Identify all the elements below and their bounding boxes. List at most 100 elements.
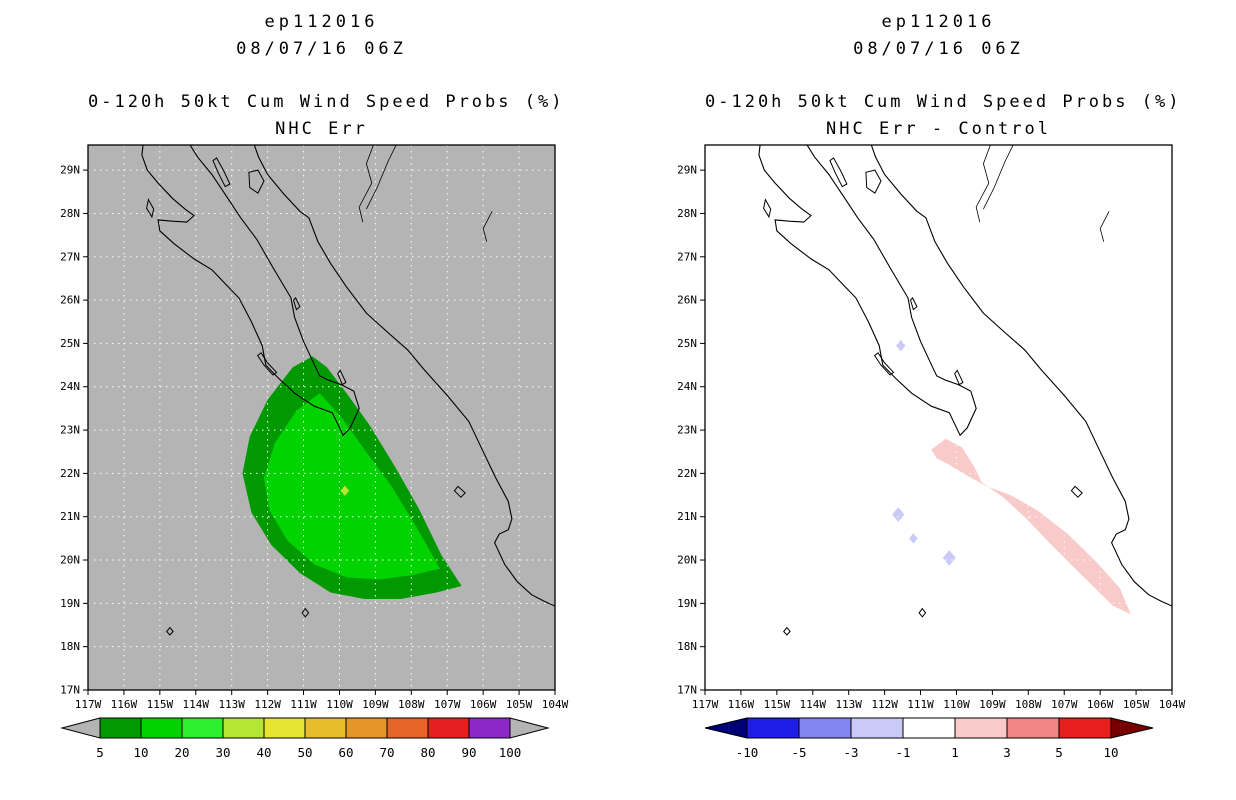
storm-id-title: ep112016	[264, 12, 379, 32]
lon-tick-label: 115W	[764, 698, 791, 711]
lon-tick-label: 112W	[871, 698, 898, 711]
colorbar-label: 20	[174, 745, 189, 760]
lon-tick-label: 115W	[147, 698, 174, 711]
map-frame	[704, 144, 1173, 691]
lat-tick-label: 23N	[60, 424, 80, 437]
island-outline	[873, 352, 895, 376]
lon-tick-label: 114W	[800, 698, 827, 711]
colorbar-cell	[345, 717, 388, 739]
map-frame	[87, 144, 556, 691]
river-line	[358, 145, 374, 223]
coastline	[141, 145, 360, 437]
lat-tick-label: 28N	[677, 207, 697, 220]
island-outline	[763, 198, 772, 219]
product-subtitle: 0-120h 50kt Cum Wind Speed Probs (%)	[88, 92, 565, 112]
lon-tick-label: 104W	[1159, 698, 1186, 711]
river-line	[983, 145, 1014, 210]
colorbar-left-arrow	[60, 717, 101, 739]
contour-region-diff-pos-1-3	[931, 438, 1131, 615]
river-line	[1099, 211, 1110, 242]
lat-tick-label: 19N	[677, 597, 697, 610]
lat-tick-label: 25N	[677, 337, 697, 350]
colorbar-label: 3	[1003, 745, 1011, 760]
colorbar-cell	[1058, 717, 1112, 739]
lon-tick-label: 110W	[326, 698, 353, 711]
island-outline	[248, 169, 265, 194]
lon-tick-label: 109W	[979, 698, 1006, 711]
colorbar-label: 50	[297, 745, 312, 760]
colorbar-label: 90	[461, 745, 476, 760]
colorbar-label: 5	[1055, 745, 1063, 760]
lat-tick-label: 29N	[677, 164, 697, 177]
lat-tick-label: 18N	[60, 640, 80, 653]
lat-tick-label: 22N	[677, 467, 697, 480]
storm-id-title: ep112016	[881, 12, 996, 32]
island-outline	[166, 626, 174, 636]
lon-tick-label: 113W	[835, 698, 862, 711]
lon-tick-label: 111W	[907, 698, 934, 711]
lon-tick-label: 105W	[506, 698, 533, 711]
lat-tick-label: 29N	[60, 164, 80, 177]
lon-tick-label: 104W	[542, 698, 569, 711]
island-outline	[301, 607, 310, 618]
colorbar-label: -3	[843, 745, 858, 760]
lon-tick-label: 111W	[290, 698, 317, 711]
colorbar-cell	[954, 717, 1008, 739]
island-outline	[829, 157, 848, 188]
lat-tick-label: 27N	[677, 250, 697, 263]
colorbar-label: 1	[951, 745, 959, 760]
river-line	[482, 211, 493, 242]
lon-tick-label: 112W	[254, 698, 281, 711]
lon-tick-label: 116W	[111, 698, 138, 711]
colorbar-cell	[304, 717, 347, 739]
probability-colorbar: 5 10 20 30 40 50 60 70 80 90 100	[60, 717, 550, 760]
lat-tick-label: 24N	[677, 380, 697, 393]
island-outline	[865, 169, 882, 194]
init-time-title: 08/07/16 06Z	[853, 39, 1024, 59]
lat-tick-label: 20N	[60, 554, 80, 567]
lon-tick-label: 107W	[1051, 698, 1078, 711]
lon-tick-label: 107W	[434, 698, 461, 711]
island-outline	[783, 626, 791, 636]
lat-tick-label: 19N	[60, 597, 80, 610]
lon-tick-label: 108W	[1015, 698, 1042, 711]
lat-tick-label: 26N	[677, 294, 697, 307]
lat-tick-label: 25N	[60, 337, 80, 350]
product-subtitle: 0-120h 50kt Cum Wind Speed Probs (%)	[705, 92, 1182, 112]
colorbar-cell	[140, 717, 183, 739]
contour-region-wind-prob-10pct	[264, 393, 440, 580]
colorbar-cell	[902, 717, 956, 739]
probability-map: 17N 18N 19N 20N 21N 22N 23N 24N 25N 26N 27N 28N 29N 1…	[60, 144, 569, 711]
lon-tick-label: 114W	[183, 698, 210, 711]
colorbar-label: 40	[256, 745, 271, 760]
lat-tick-label: 17N	[677, 684, 697, 697]
island-outline	[909, 297, 918, 311]
colorbar-label: 70	[379, 745, 394, 760]
lat-tick-label: 28N	[60, 207, 80, 220]
lat-tick-label: 20N	[677, 554, 697, 567]
lon-tick-label: 117W	[692, 698, 719, 711]
colorbar-label: 60	[338, 745, 353, 760]
contour-region-wind-prob-30pct	[340, 485, 350, 496]
contour-region-diff-neg-1-3-d	[942, 550, 956, 566]
lon-tick-label: 110W	[943, 698, 970, 711]
river-line	[366, 145, 397, 210]
colorbar-cell	[468, 717, 511, 739]
difference-map: 17N 18N 19N 20N 21N 22N 23N 24N 25N 26N 27N 28N 29N 1…	[677, 144, 1186, 711]
colorbar-cell	[1006, 717, 1060, 739]
colorbar-label: 10	[1103, 745, 1118, 760]
island-outline	[212, 157, 231, 188]
lat-tick-label: 26N	[60, 294, 80, 307]
island-outline	[292, 297, 301, 311]
island-outline	[954, 369, 964, 386]
colorbar-cell	[181, 717, 224, 739]
lat-tick-label: 18N	[677, 640, 697, 653]
colorbar-label: 5	[96, 745, 104, 760]
colorbar-label: -10	[736, 745, 759, 760]
river-line	[975, 145, 991, 223]
colorbar-right-arrow	[509, 717, 550, 739]
lon-tick-label: 113W	[218, 698, 245, 711]
island-outline	[1070, 485, 1083, 498]
coastline	[758, 145, 977, 437]
